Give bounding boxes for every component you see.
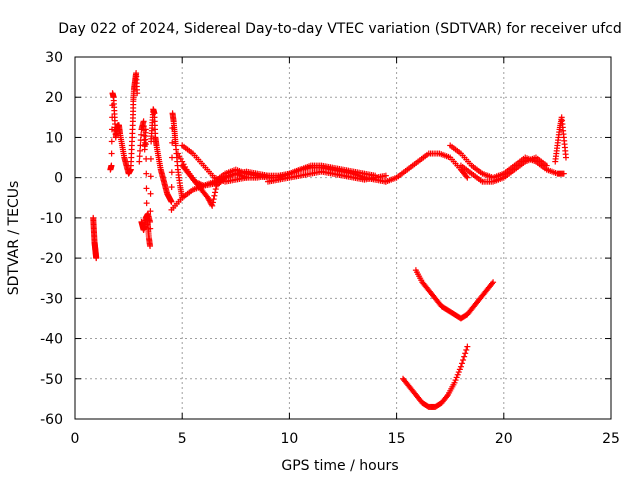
data-point [137, 142, 144, 149]
y-tick-label: -10 [40, 211, 63, 227]
data-point [168, 184, 175, 191]
data-point [456, 366, 463, 373]
data-point [457, 363, 464, 370]
x-tick-label: 15 [388, 431, 406, 447]
grid-lines [75, 57, 611, 419]
data-point [108, 138, 115, 145]
data-point [543, 162, 550, 169]
y-tick-label: 0 [54, 171, 63, 187]
data-point [147, 155, 154, 162]
data-point [93, 255, 100, 262]
y-tick-label: 10 [45, 130, 63, 146]
data-point [211, 192, 218, 199]
data-point [443, 393, 450, 400]
data-point [451, 379, 458, 386]
data-point [168, 198, 175, 205]
data-point [138, 131, 145, 138]
data-point [463, 173, 470, 180]
data-point [243, 174, 250, 181]
y-tick-label: -50 [40, 372, 63, 388]
data-point [108, 162, 115, 169]
data-point [134, 90, 141, 97]
data-point [562, 154, 569, 161]
data-point [137, 147, 144, 154]
data-point [209, 202, 216, 209]
chart-title: Day 022 of 2024, Sidereal Day-to-day VTE… [58, 21, 622, 37]
data-point [169, 139, 176, 146]
data-point [147, 190, 154, 197]
data-point [209, 199, 216, 206]
data-point [455, 369, 462, 376]
x-tick-label: 20 [495, 431, 513, 447]
data-point [462, 350, 469, 357]
data-point [143, 170, 150, 177]
data-point [143, 185, 150, 192]
data-point [461, 353, 468, 360]
data-point [464, 343, 471, 350]
x-axis-label: GPS time / hours [281, 458, 398, 474]
data-point [490, 279, 497, 286]
data-points [90, 70, 569, 410]
data-point [147, 225, 154, 232]
data-point [489, 280, 496, 287]
data-point [212, 186, 219, 193]
data-point [264, 172, 271, 179]
data-point [463, 346, 470, 353]
data-point [210, 196, 217, 203]
data-point [168, 169, 175, 176]
x-tick-label: 5 [178, 431, 187, 447]
y-tick-label: 20 [45, 90, 63, 106]
data-point [147, 218, 154, 225]
x-tick-label: 0 [71, 431, 80, 447]
axis-ticks: 0 5 10 15 20 25 30 20 10 0 -10 -20 -30 -40 -50 -60 [40, 50, 620, 447]
data-point [454, 371, 461, 378]
plot-frame [74, 56, 612, 420]
data-point [136, 158, 143, 165]
data-point [142, 126, 149, 133]
y-tick-label: -40 [40, 332, 63, 348]
data-point [147, 243, 154, 250]
data-point [212, 189, 219, 196]
data-point [108, 150, 115, 157]
data-point [143, 200, 150, 207]
data-point [382, 172, 389, 179]
data-point [142, 141, 149, 148]
data-point [464, 174, 471, 181]
data-point [460, 357, 467, 364]
y-tick-label: -20 [40, 251, 63, 267]
data-point [136, 153, 143, 160]
data-point [452, 377, 459, 384]
y-tick-label: 30 [45, 50, 63, 66]
data-point [453, 374, 460, 381]
data-point [458, 360, 465, 367]
x-tick-label: 25 [602, 431, 620, 447]
y-tick-label: -30 [40, 291, 63, 307]
data-point [560, 170, 567, 177]
y-tick-label: -60 [40, 412, 63, 428]
data-point [147, 173, 154, 180]
y-axis-label: SDTVAR / TECUs [6, 181, 22, 296]
x-tick-label: 10 [280, 431, 298, 447]
